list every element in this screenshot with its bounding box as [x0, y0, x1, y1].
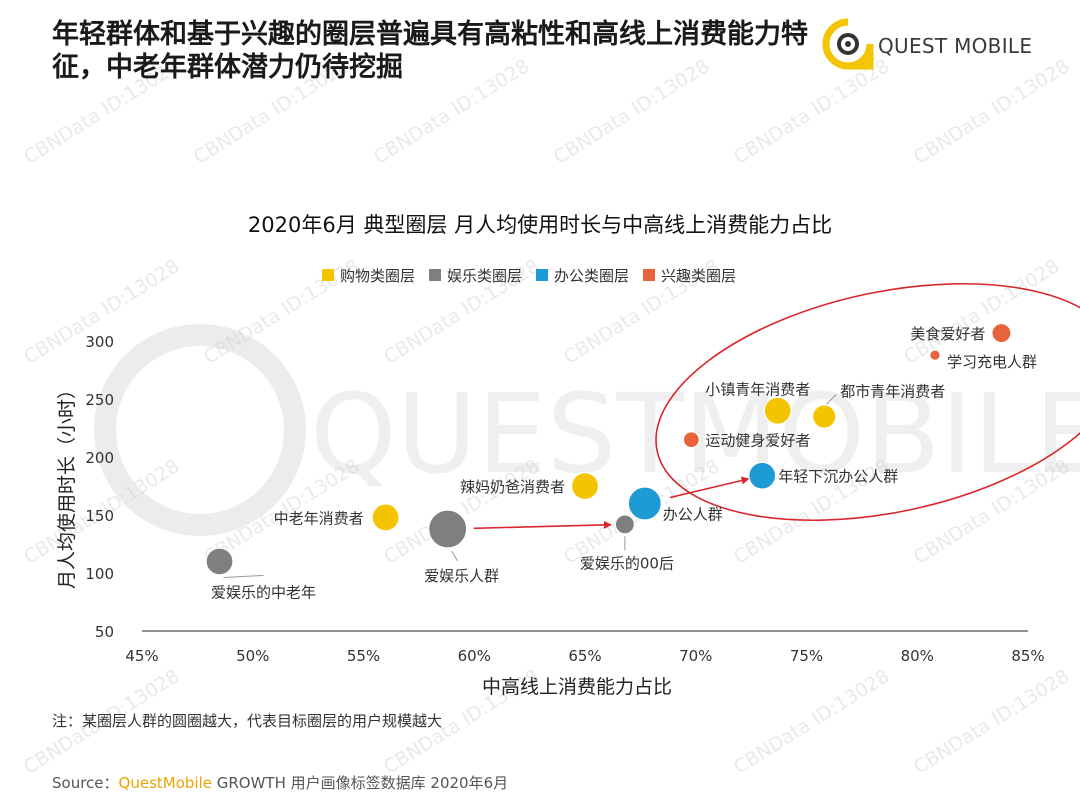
logo-text: QUEST MOBILE — [878, 34, 1033, 58]
scatter-point-group: 小镇青年消费者 — [705, 381, 810, 425]
point-label: 小镇青年消费者 — [705, 381, 810, 399]
legend-label-entertainment: 娱乐类圈层 — [447, 266, 523, 285]
scatter-point-group: 都市青年消费者 — [811, 383, 945, 429]
source-brand: QuestMobile — [118, 774, 212, 792]
scatter-point-group: 中老年消费者 — [274, 503, 400, 532]
legend-swatch-entertainment — [429, 269, 442, 281]
x-tick-label: 60% — [458, 647, 491, 665]
scatter-point-group: 运动健身爱好者 — [682, 431, 810, 450]
scatter-point-group: 爱娱乐的00后 — [580, 514, 674, 572]
scatter-point — [428, 509, 468, 549]
point-label: 中老年消费者 — [274, 509, 364, 527]
x-tick-label: 65% — [568, 647, 601, 665]
scatter-point — [614, 514, 635, 535]
questmobile-logo: QUEST MOBILE — [818, 14, 1048, 74]
legend-item-interest: 兴趣类圈层 — [643, 265, 736, 286]
scatter-point — [929, 349, 941, 361]
legend-swatch-office — [536, 269, 549, 281]
page-headline: 年轻群体和基于兴趣的圈层普遍具有高粘性和高线上消费能力特征，中老年群体潜力仍待挖… — [52, 19, 808, 83]
trend-arrow-office — [669, 476, 750, 499]
y-tick-label: 100 — [85, 565, 114, 583]
chart-note: 注：某圈层人群的圆圈越大，代表目标圈层的用户规模越大 — [52, 712, 443, 730]
scatter-point — [811, 404, 837, 429]
scatter-point — [570, 472, 600, 501]
scatter-point — [748, 461, 777, 490]
scatter-point — [627, 486, 662, 521]
legend-item-office: 办公类圈层 — [536, 265, 629, 286]
scatter-point-group: 学习充电人群 — [929, 349, 1037, 371]
source-line: Source：QuestMobile GROWTH 用户画像标签数据库 2020… — [52, 772, 508, 793]
point-label: 年轻下沉办公人群 — [778, 468, 898, 486]
x-tick-label: 55% — [347, 647, 380, 665]
source-prefix: Source： — [52, 774, 119, 792]
legend-label-shopping: 购物类圈层 — [340, 266, 416, 285]
x-tick-label: 80% — [901, 647, 934, 665]
y-tick-label: 300 — [85, 333, 114, 351]
trend-arrow-entertainment — [473, 520, 612, 530]
chart-title: 2020年6月 典型圈层 月人均使用时长与中高线上消费能力占比 — [247, 213, 833, 237]
y-tick-label: 250 — [85, 391, 114, 409]
scatter-point — [991, 322, 1012, 344]
point-label: 爱娱乐人群 — [424, 567, 499, 585]
scatter-point-group: 辣妈奶爸消费者 — [460, 472, 600, 501]
scatter-point-group: 爱娱乐人群 — [424, 509, 499, 585]
x-axis-label: 中高线上消费能力占比 — [482, 676, 672, 698]
x-tick-label: 50% — [236, 647, 269, 665]
legend-item-entertainment: 娱乐类圈层 — [429, 265, 522, 286]
point-label: 都市青年消费者 — [840, 383, 945, 401]
legend-swatch-interest — [643, 269, 656, 281]
questmobile-logo-icon — [822, 18, 874, 70]
point-label: 学习充电人群 — [947, 353, 1037, 371]
x-tick-label: 70% — [679, 647, 712, 665]
y-tick-label: 50 — [95, 623, 114, 641]
legend-label-interest: 兴趣类圈层 — [661, 266, 737, 285]
scatter-point — [371, 503, 400, 532]
scatter-point-group: 年轻下沉办公人群 — [748, 461, 898, 490]
x-tick-label: 45% — [125, 647, 158, 665]
scatter-point — [205, 547, 234, 576]
point-label: 办公人群 — [663, 505, 723, 523]
point-leader-line — [825, 394, 837, 405]
point-label: 爱娱乐的00后 — [580, 554, 674, 572]
legend-label-office: 办公类圈层 — [554, 266, 630, 285]
point-label: 辣妈奶爸消费者 — [460, 478, 565, 496]
x-tick-label: 85% — [1011, 647, 1044, 665]
point-leader-line — [451, 550, 459, 562]
chart-axes: 45% 50% 55% 60% 65% 70% 75% 80% 85% 50 100 150 200 25… — [56, 333, 1045, 698]
point-label: 运动健身爱好者 — [705, 432, 810, 450]
y-axis-label: 月人均使用时长（小时） — [56, 380, 78, 589]
legend-swatch-shopping — [322, 269, 334, 281]
scatter-point-group: 爱娱乐的中老年 — [205, 547, 316, 601]
x-tick-label: 75% — [790, 647, 823, 665]
source-rest: GROWTH 用户画像标签数据库 2020年6月 — [211, 774, 509, 792]
chart-legend: 购物类圈层 娱乐类圈层 办公类圈层 兴趣类圈层 — [322, 264, 750, 286]
point-label: 美食爱好者 — [910, 325, 985, 343]
highlight-ellipse — [655, 282, 1080, 522]
point-leader-line — [223, 574, 264, 578]
scatter-point-group: 美食爱好者 — [910, 322, 1012, 344]
legend-item-shopping: 购物类圈层 — [322, 265, 415, 286]
scatter-point-group: 办公人群 — [627, 486, 723, 523]
scatter-point — [763, 396, 792, 425]
point-label: 爱娱乐的中老年 — [211, 583, 316, 601]
y-tick-label: 150 — [85, 507, 114, 525]
chart-annotations — [473, 282, 1080, 530]
y-tick-label: 200 — [85, 449, 114, 467]
scatter-point — [682, 431, 700, 449]
